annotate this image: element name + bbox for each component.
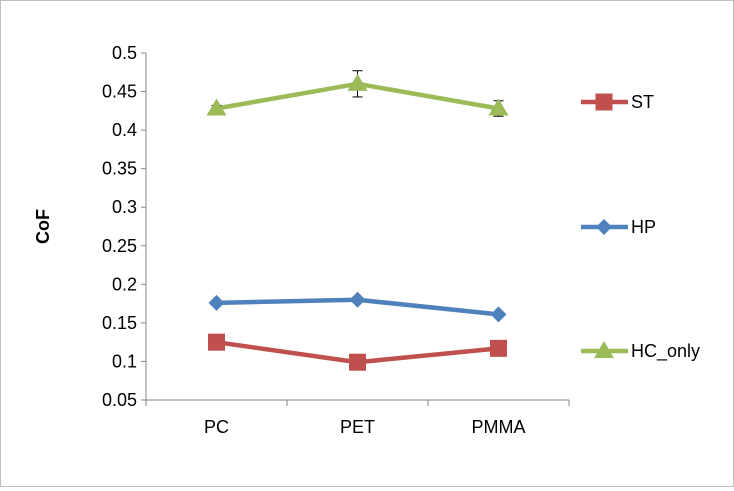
series-hc-only [206,70,509,117]
legend-item-hp: HP [581,217,656,237]
series-hp [208,291,507,323]
y-tick-label: 0.15 [102,313,137,333]
data-point-hc-only [206,98,227,116]
y-tick-label: 0.2 [112,274,137,294]
legend-label-hp: HP [631,217,656,237]
x-tick-label: PC [204,417,229,437]
y-tick-label: 0.1 [112,351,137,371]
legend-item-st: ST [581,92,654,112]
legend-marker-st [595,93,613,111]
data-point-st [490,339,507,357]
series-layer [206,70,509,371]
data-point-st [208,333,225,351]
y-tick-label: 0.05 [102,390,137,410]
y-axis-title: CoF [33,209,53,244]
y-tick-label: 0.45 [102,82,137,102]
x-tick-label: PMMA [472,417,526,437]
data-point-hc-only [488,98,509,116]
data-point-hp [208,294,225,311]
axes: 0.05 0.1 0.15 0.2 0.25 0.3 0.35 0.4 0.45 0.5 PC PET… [33,43,570,437]
y-tick-label: 0.25 [102,236,137,256]
data-point-st [349,353,366,371]
legend-marker-hc-only [594,341,614,358]
series-st [208,333,507,371]
legend-label-hc-only: HC_only [631,341,700,362]
x-tick-label: PET [340,417,375,437]
data-point-hc-only [347,73,368,91]
y-tick-label: 0.3 [112,197,137,217]
y-tick-label: 0.4 [112,120,137,140]
legend-item-hc-only: HC_only [581,341,700,362]
legend-label-st: ST [631,92,654,112]
data-point-hp [490,306,507,323]
legend-marker-hp [596,219,612,235]
data-point-hp [349,291,366,308]
legend: ST HP HC_only [581,92,700,362]
y-tick-label: 0.35 [102,159,137,179]
y-tick-label: 0.5 [112,43,137,63]
